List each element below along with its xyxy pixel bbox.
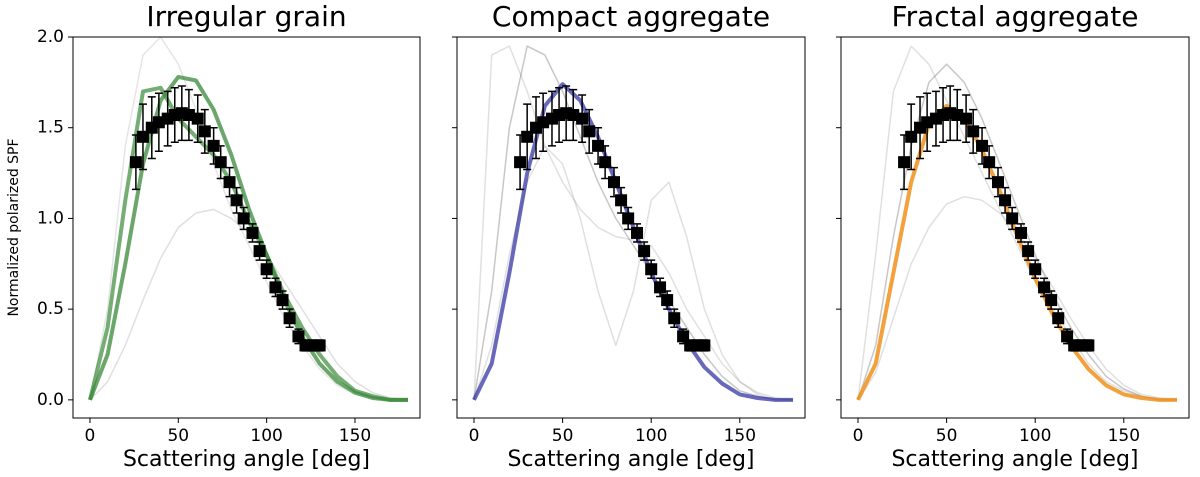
data-point [583,125,596,138]
data-point [223,176,236,189]
data-point [921,116,934,129]
data-point [253,245,266,258]
data-point [668,312,681,325]
data-point [237,212,250,225]
data-point [983,156,996,169]
model-curve [857,45,1177,401]
data-point [967,125,980,138]
axes-frame [840,36,1190,419]
x-tick-label: 0 [469,426,480,446]
data-point [246,226,259,239]
data-point [260,263,273,276]
data-point [607,176,620,189]
data-point [976,139,989,152]
x-tick-label: 100 [250,426,282,446]
x-tick-label: 0 [853,426,864,446]
data-point [514,156,527,169]
data-point [1038,281,1051,294]
data-point [207,139,220,152]
data-point [654,281,667,294]
data-point [1029,263,1042,276]
data-point [960,112,973,125]
y-tick-label: 0.0 [37,390,64,410]
data-point [638,245,651,258]
model-curve [473,145,793,401]
data-point [905,130,918,143]
axes-frame [72,36,421,419]
panel-title: Irregular grain [146,0,346,33]
model-curve [856,103,1177,402]
data-point [198,125,211,138]
data-point [276,294,289,307]
data-point [631,226,644,239]
data-point [1052,312,1065,325]
data-point [661,294,674,307]
y-tick-label: 1.0 [37,208,64,228]
x-axis-label: Scattering angle [deg] [891,447,1138,472]
y-tick-label: 0.5 [37,299,64,319]
x-tick-label: 50 [167,426,189,446]
data-point [677,330,690,343]
data-point [1015,226,1028,239]
data-point [191,112,204,125]
x-tick-label: 50 [936,426,958,446]
model-curve [473,45,793,401]
data-point [1006,212,1019,225]
data-point [1082,339,1095,352]
panel-title: Compact aggregate [492,0,770,33]
data-point [898,156,911,169]
data-point [292,330,305,343]
panel-title: Fractal aggregate [892,0,1139,33]
data-point [136,130,149,143]
axes-frame [456,36,806,419]
x-tick-label: 0 [85,426,96,446]
y-tick-label: 1.5 [37,118,64,138]
x-tick-label: 50 [552,426,574,446]
data-point [1061,330,1074,343]
data-point [645,263,658,276]
data-point [230,194,243,207]
x-tick-label: 150 [1108,426,1140,446]
y-axis-label: Normalized polarized SPF [6,138,22,316]
data-point [537,116,550,129]
model-curve [473,45,794,401]
data-point [592,139,605,152]
x-tick-label: 100 [635,426,667,446]
data-point [622,212,635,225]
y-tick-label: 2.0 [37,27,64,47]
x-tick-label: 100 [1019,426,1051,446]
x-axis-label: Scattering angle [deg] [507,447,754,472]
data-point [991,176,1004,189]
data-point [283,312,296,325]
data-point [599,156,612,169]
data-point [1045,294,1058,307]
data-point [1022,245,1035,258]
x-tick-label: 150 [724,426,756,446]
data-point [999,194,1012,207]
data-point [521,130,534,143]
data-point [152,116,165,129]
data-point [214,156,227,169]
x-axis-label: Scattering angle [deg] [123,447,370,472]
data-point [129,156,142,169]
data-point [698,339,711,352]
data-point [269,281,282,294]
x-tick-label: 150 [339,426,371,446]
data-point [313,339,326,352]
data-point [615,194,628,207]
data-point [576,112,589,125]
